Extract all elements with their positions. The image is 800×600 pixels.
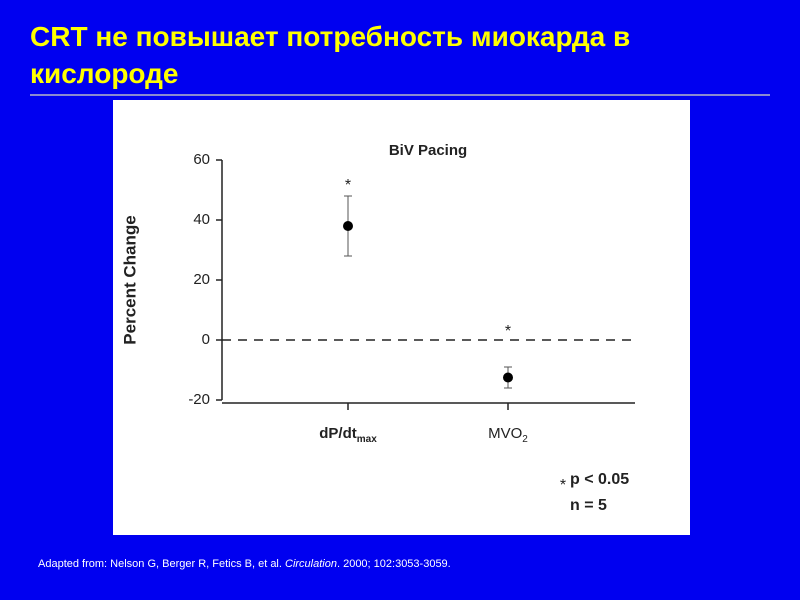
x-tick-label: dP/dtmax bbox=[319, 425, 377, 445]
data-point bbox=[503, 372, 513, 383]
x-tick-label: MVO2 bbox=[488, 425, 528, 445]
legend-marker: * bbox=[560, 477, 566, 494]
category-subscript: 2 bbox=[522, 434, 528, 445]
y-tick-label: 20 bbox=[193, 271, 210, 288]
category-name: MVO bbox=[488, 425, 522, 442]
category-subscript: max bbox=[357, 434, 377, 445]
y-tick-label: 40 bbox=[193, 211, 210, 228]
slide-title: CRT не повышает потребность миокарда в к… bbox=[30, 21, 631, 89]
chart-panel bbox=[113, 100, 690, 535]
data-point bbox=[343, 221, 353, 231]
footer-journal: Circulation bbox=[285, 558, 337, 570]
category-name: dP/dt bbox=[319, 425, 357, 442]
footer: Adapted from: Nelson G, Berger R, Fetics… bbox=[38, 558, 451, 570]
legend-text: p < 0.05 bbox=[570, 471, 629, 488]
y-tick-label: 60 bbox=[193, 151, 210, 168]
footer-text: Adapted from: Nelson G, Berger R, Fetics… bbox=[38, 558, 285, 570]
chart-title: BiV Pacing bbox=[389, 142, 467, 159]
y-tick-label: 0 bbox=[202, 331, 210, 348]
significance-annotation: * bbox=[345, 177, 351, 194]
legend-n: n = 5 bbox=[570, 497, 607, 514]
footer-text: . 2000; 102:3053-3059. bbox=[336, 558, 451, 570]
title-rule bbox=[30, 94, 770, 96]
significance-annotation: * bbox=[505, 323, 511, 340]
y-tick-label: -20 bbox=[188, 391, 210, 408]
y-axis-label: Percent Change bbox=[120, 215, 139, 344]
